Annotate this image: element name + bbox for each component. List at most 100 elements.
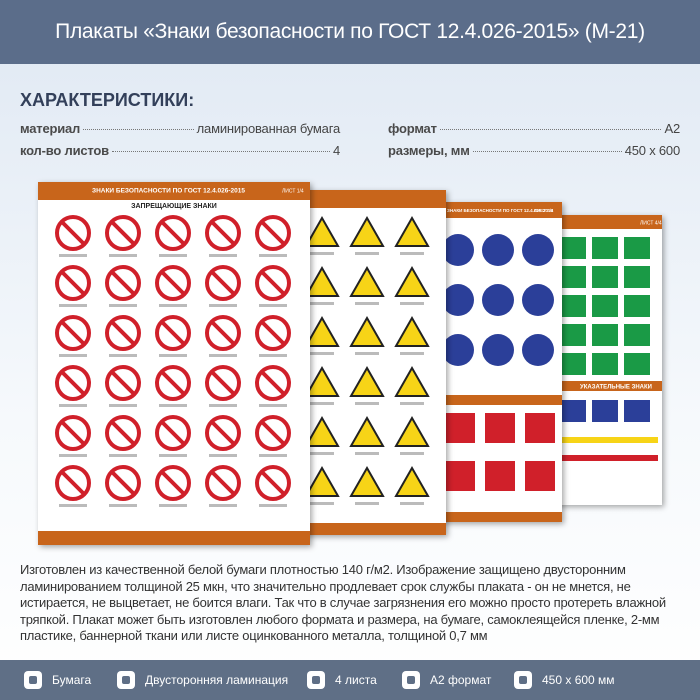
sign-bar: [260, 270, 286, 296]
sign-bar: [110, 270, 136, 296]
sign-bar: [160, 320, 186, 346]
sign-caption: [109, 354, 137, 357]
spec-row: материал ламинированная бумага: [20, 121, 340, 136]
sign-caption: [159, 354, 187, 357]
sign-caption: [355, 252, 379, 255]
sign-caption: [310, 402, 334, 405]
sign-bar: [160, 420, 186, 446]
spec-label: материал: [20, 121, 81, 136]
posters: ЛИСТ 4/4 УКАЗАТЕЛЬНЫЕ ЗНАКИ ЗНАКИ БЕЗОПА…: [38, 182, 662, 545]
sign-bar: [260, 420, 286, 446]
icon-detail: [29, 676, 37, 684]
sign: [624, 353, 650, 375]
sign-bar: [60, 220, 86, 246]
sign: [592, 295, 618, 317]
sign: [394, 265, 430, 297]
sign: [560, 295, 586, 317]
sign-caption: [159, 454, 187, 457]
sign-caption: [209, 354, 237, 357]
sign: [304, 265, 340, 297]
sign-bar: [210, 470, 236, 496]
sign-caption: [159, 504, 187, 507]
spec-value: ламинированная бумага: [196, 121, 341, 136]
sign-caption: [59, 504, 87, 507]
sign: [592, 353, 618, 375]
poster-title: ЗНАКИ БЕЗОПАСНОСТИ ПО ГОСТ 12.4.026-2015: [447, 208, 553, 213]
sign-bar: [160, 470, 186, 496]
feature: Бумага: [22, 660, 91, 700]
sign: [560, 237, 586, 259]
sign: [304, 365, 340, 397]
sign-caption: [355, 502, 379, 505]
sign: [522, 284, 554, 316]
sign-caption: [310, 352, 334, 355]
sign: [349, 415, 385, 447]
spec-value: А2: [664, 121, 680, 136]
spec-label: кол-во листов: [20, 143, 109, 158]
sign-bar: [210, 270, 236, 296]
sign-caption: [355, 352, 379, 355]
sign: [482, 334, 514, 366]
sign-caption: [259, 304, 287, 307]
feature: 450 x 600 мм: [512, 660, 615, 700]
sign-caption: [310, 252, 334, 255]
sign-caption: [109, 254, 137, 257]
poster-sheet: ЛИСТ 1/4: [282, 188, 304, 194]
sign-bar: [210, 220, 236, 246]
feature: 4 листа: [305, 660, 377, 700]
header-title: Плакаты «Знаки безопасности по ГОСТ 12.4…: [0, 0, 700, 64]
sign-caption: [159, 254, 187, 257]
icon-detail: [312, 676, 320, 684]
specs-heading: ХАРАКТЕРИСТИКИ:: [20, 90, 195, 110]
sign: [349, 465, 385, 497]
spec-value: 450 x 600: [624, 143, 681, 158]
sign-bar: [110, 370, 136, 396]
sign: [560, 400, 586, 422]
sign: [394, 315, 430, 347]
sign-caption: [400, 452, 424, 455]
feature: Двусторонняя ламинация: [115, 660, 288, 700]
sign-caption: [209, 254, 237, 257]
sign-caption: [259, 504, 287, 507]
sign: [560, 266, 586, 288]
sign: [592, 324, 618, 346]
sign-bar: [60, 320, 86, 346]
feature-label: А2 формат: [430, 673, 492, 687]
sign: [592, 237, 618, 259]
sign-caption: [355, 302, 379, 305]
sign-bar: [260, 220, 286, 246]
sign-bar: [260, 470, 286, 496]
spec-row: кол-во листов 4: [20, 143, 340, 158]
leader: [111, 151, 330, 152]
sign-caption: [59, 254, 87, 257]
feature-label: Бумага: [52, 673, 92, 687]
sign-bar: [110, 220, 136, 246]
icon-detail: [519, 676, 527, 684]
sign: [485, 461, 515, 491]
sign: [624, 400, 650, 422]
leader: [83, 129, 194, 130]
spec-row: формат А2: [388, 121, 680, 136]
sign-caption: [209, 454, 237, 457]
sign: [442, 234, 474, 266]
sign-caption: [400, 352, 424, 355]
leader: [472, 151, 622, 152]
feature-icon: [307, 671, 325, 689]
sign: [349, 315, 385, 347]
spec-label: формат: [388, 121, 437, 136]
feature-label: Двусторонняя ламинация: [145, 673, 289, 687]
sign-bar: [60, 420, 86, 446]
sign-caption: [109, 454, 137, 457]
sign-caption: [59, 304, 87, 307]
sign-caption: [400, 402, 424, 405]
sign: [482, 284, 514, 316]
sign-caption: [400, 302, 424, 305]
sign-caption: [109, 404, 137, 407]
sign: [442, 284, 474, 316]
sign: [304, 315, 340, 347]
sign-caption: [159, 404, 187, 407]
sign: [482, 234, 514, 266]
sign-bar: [110, 470, 136, 496]
sign-bar: [160, 270, 186, 296]
